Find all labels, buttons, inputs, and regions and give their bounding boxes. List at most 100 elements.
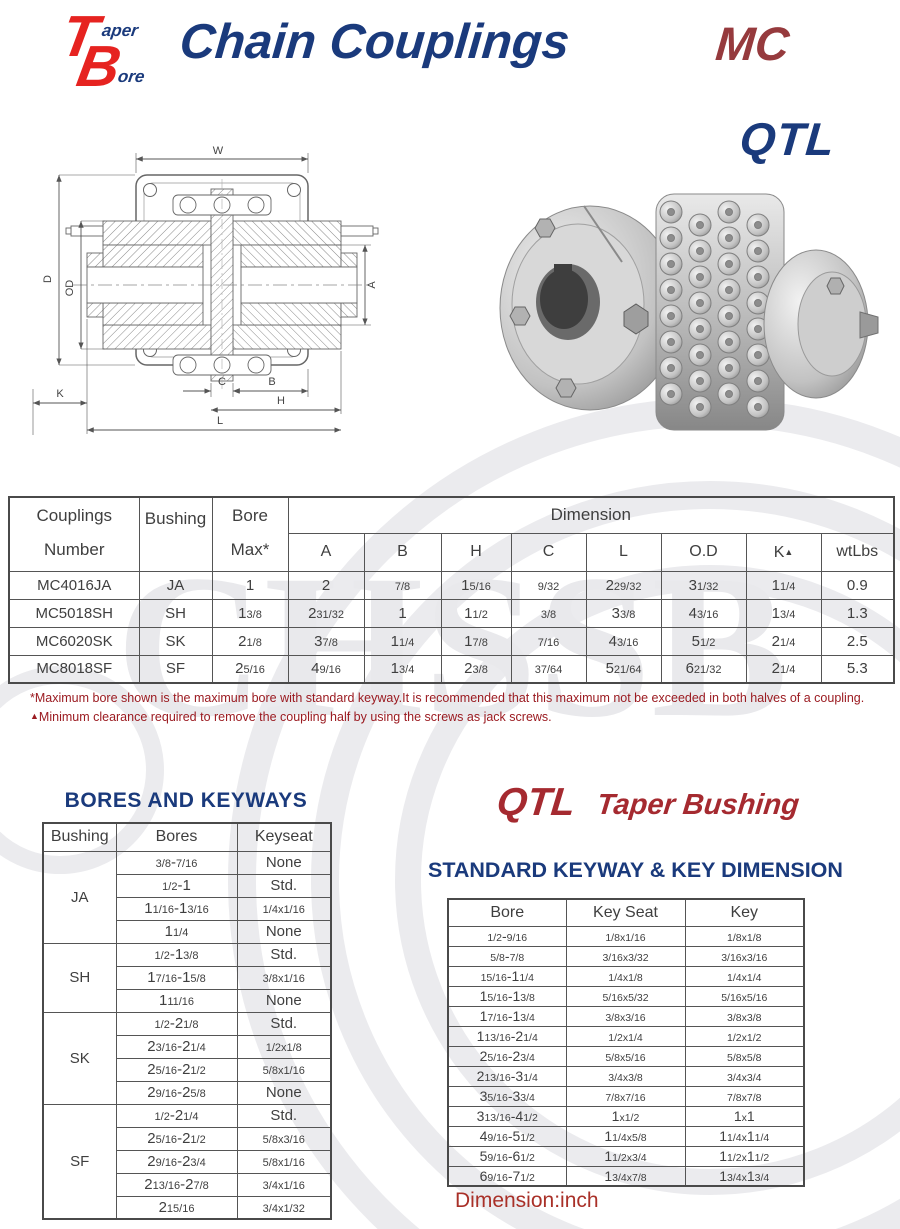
table-cell: 521/64 (585, 654, 662, 684)
table-cell: JA (138, 570, 213, 600)
header-dim-col: B (363, 532, 442, 572)
table-cell: 5/16x5/32 (565, 985, 686, 1007)
logo-letter-b: B (72, 34, 126, 99)
table-cell: 21/4 (745, 654, 822, 684)
table-cell: 1/2-9/16 (447, 925, 567, 947)
table-cell: 3/16x3/32 (565, 945, 686, 967)
logo-text-ore: ore (116, 67, 146, 86)
table-cell: 1 (211, 570, 289, 600)
table-cell: 25/16-21/2 (115, 1057, 238, 1082)
table-row: 113/16-21/4 1/2x1/4 1/2x1/2 (447, 1025, 805, 1047)
table-cell: 23/8 (440, 654, 512, 684)
table-cell: 13/4x13/4 (684, 1165, 805, 1187)
table-cell: 31/32 (660, 570, 747, 600)
table-cell: 15/16-11/4 (447, 965, 567, 987)
table-cell: 5/8x5/16 (565, 1045, 686, 1067)
table-cell: 1/2x1/4 (565, 1025, 686, 1047)
table-cell: 1/2-13/8 (115, 942, 238, 967)
table-cell: None (236, 988, 332, 1013)
dim-label-c: C (218, 376, 226, 388)
table-row: Bushing Bores Keyseat (42, 822, 332, 852)
footnote-marker: * (30, 691, 35, 705)
table-cell: 3/4x1/32 (236, 1195, 332, 1220)
table-cell: 11/2x11/2 (684, 1145, 805, 1167)
header-dim-col: K▲ (745, 532, 822, 572)
table-row: 213/16-31/4 3/4x3/8 3/4x3/4 (447, 1065, 805, 1087)
right-hub (763, 249, 879, 399)
table-cell: 11/4 (115, 919, 238, 944)
table-cell: MC6020SK (8, 626, 140, 656)
table-cell: 17/16-15/8 (115, 965, 238, 990)
table-cell: SK (138, 626, 213, 656)
table-cell: 7/8x7/16 (565, 1085, 686, 1107)
table-cell: 111/16 (115, 988, 238, 1013)
column-header: Key Seat (565, 898, 686, 927)
table-cell: 7/8 (363, 570, 442, 600)
table-cell: 1/8x1/8 (684, 925, 805, 947)
table-cell: 5/16x5/16 (684, 985, 805, 1007)
table-row: SF 1/2-21/4 Std. (42, 1103, 332, 1220)
table-cell: 3/8-7/16 (115, 850, 238, 875)
coupling-technical-drawing: W D OD A C B H K L (32, 145, 379, 435)
taper-bore-logo: T aper B ore (56, 4, 178, 102)
table-row: 1/2-9/16 1/8x1/16 1/8x1/8 (447, 925, 805, 947)
table-cell: 13/8 (211, 598, 289, 628)
table-cell: 13/4x7/8 (565, 1165, 686, 1187)
dim-label-a: A (366, 281, 378, 289)
table-cell: 9/32 (510, 570, 587, 600)
dim-label-od: OD (64, 280, 76, 297)
table-cell: 35/16-33/4 (447, 1085, 567, 1107)
header-dim-col: C (510, 532, 587, 572)
table-row: 25/16-21/2 5/8x1/16 (43, 1057, 332, 1082)
table-cell: 3/8 (510, 598, 587, 628)
table-cell: 33/8 (585, 598, 662, 628)
table-cell: 215/16 (115, 1195, 238, 1220)
left-hub (499, 205, 681, 411)
header-dimension: Dimension (287, 496, 895, 534)
table-cell: 3/4x3/4 (684, 1065, 805, 1087)
column-header: Bushing (42, 822, 117, 852)
dim-label-w: W (213, 145, 224, 157)
table-cell: 25/16 (211, 654, 289, 684)
table-cell: 1/2-1 (115, 873, 238, 898)
table-row: MC8018SF SF 25/16 49/16 13/4 23/8 37/64 521/64 6… (8, 654, 895, 684)
table-row: JA 3/8-7/16 None (42, 850, 332, 944)
footnote-text: Maximum bore shown is the maximum bore w… (34, 691, 865, 705)
table-cell: 25/16-23/4 (447, 1045, 567, 1067)
table-row: Couplings Number Bushing Bore Max* Dimension (8, 496, 895, 572)
table-cell: None (236, 1080, 332, 1105)
table-cell: MC8018SF (8, 654, 140, 684)
table-row: 15/16-11/4 1/4x1/8 1/4x1/4 (447, 965, 805, 987)
product-photo (499, 193, 879, 431)
bushing-group-cell: JA (42, 850, 117, 944)
table-row: MC5018SH SH 13/8 231/32 1 11/2 3/8 33/8 43/16 13/… (8, 598, 895, 628)
dim-label-l: L (217, 415, 223, 427)
table-cell: 231/32 (287, 598, 365, 628)
table-cell: 11/2x3/4 (565, 1145, 686, 1167)
table-cell: 1/4x1/4 (684, 965, 805, 987)
table-cell: MC4016JA (8, 570, 140, 600)
table-cell: 213/16-31/4 (447, 1065, 567, 1087)
table-row: 69/16-71/2 13/4x7/8 13/4x13/4 (447, 1165, 805, 1187)
table-cell: 621/32 (660, 654, 747, 684)
dim-label-h: H (277, 395, 285, 407)
dimension-lines (32, 153, 371, 435)
table-cell: None (236, 850, 332, 875)
header-couplings-number: Couplings Number (8, 496, 140, 572)
table-row: 17/16-15/8 3/8x1/16 (43, 965, 332, 990)
column-header: Key (684, 898, 805, 927)
table-cell: 5/8x1/16 (236, 1149, 332, 1174)
bushing-group-cell: SK (42, 1011, 117, 1105)
table-cell: None (236, 919, 332, 944)
table-cell: 43/16 (585, 626, 662, 656)
table-cell: 3/4x1/16 (236, 1172, 332, 1197)
table-cell: 21/4 (745, 626, 822, 656)
table-cell: 0.9 (820, 570, 895, 600)
table-row: 11/16-13/16 1/4x1/16 (43, 896, 332, 921)
header-dim-col: L (585, 532, 662, 572)
table-cell: 69/16-71/2 (447, 1165, 567, 1187)
table-cell: 5/8x3/16 (236, 1126, 332, 1151)
table-cell: 113/16-21/4 (447, 1025, 567, 1047)
table-row: MC6020SK SK 21/8 37/8 11/4 17/8 7/16 43/16 51/2 2… (8, 626, 895, 656)
table-cell: 17/16-13/4 (447, 1005, 567, 1027)
